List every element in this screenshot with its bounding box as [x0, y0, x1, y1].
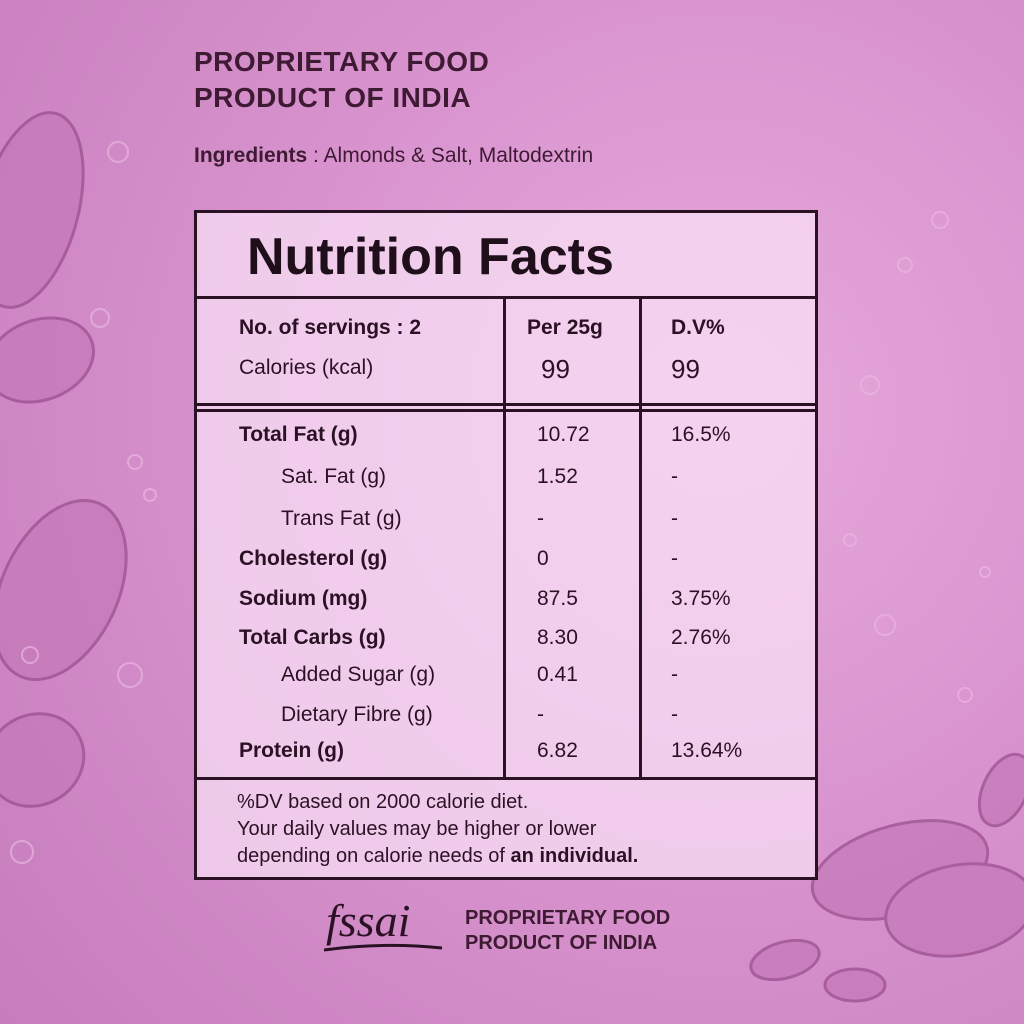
header-line-1: PROPRIETARY FOOD: [194, 46, 490, 77]
nutrient-dv-value: -: [671, 465, 678, 488]
section-divider-top: [197, 403, 815, 406]
section-divider-mid: [197, 409, 815, 412]
footnote-line-3: depending on calorie needs of an individ…: [237, 843, 638, 870]
nutrient-dv-value: 16.5%: [671, 423, 731, 446]
nutrient-per-value: -: [537, 703, 544, 726]
footnote-line-2: Your daily values may be higher or lower: [237, 818, 597, 840]
ingredients-value: Almonds & Salt, Maltodextrin: [323, 144, 594, 167]
footer-text: PROPRIETARY FOOD PRODUCT OF INDIA: [465, 906, 670, 956]
header: PROPRIETARY FOOD PRODUCT OF INDIA: [194, 44, 489, 116]
dv-footnote: %DV based on 2000 calorie diet. Your dai…: [237, 789, 638, 870]
calories-per-value: 99: [541, 354, 570, 384]
nutrient-label: Protein (g): [239, 739, 344, 762]
nutrient-dv-value: -: [671, 547, 678, 570]
column-divider-2: [639, 299, 642, 777]
servings-label: No. of servings : 2: [239, 316, 422, 339]
nutrient-dv-value: 13.64%: [671, 739, 743, 762]
column-header-dv: D.V%: [671, 316, 725, 339]
svg-text:fssai: fssai: [326, 895, 410, 946]
nutrient-label: Total Carbs (g): [239, 626, 386, 649]
nutrient-per-value: 10.72: [537, 423, 590, 446]
footnote-line-3-text: depending on calorie needs of: [237, 845, 511, 867]
nutrient-label: Sodium (mg): [239, 587, 368, 610]
ingredients-label: Ingredients: [194, 144, 308, 167]
nutrient-dv-value: -: [671, 507, 678, 530]
nutrient-per-value: 6.82: [537, 739, 578, 762]
nutrition-title-bar: Nutrition Facts: [197, 213, 815, 299]
nutrient-per-value: 8.30: [537, 626, 578, 649]
fssai-logo: fssai: [323, 895, 443, 952]
nutrient-per-value: -: [537, 507, 544, 530]
ingredients-separator: :: [307, 144, 324, 167]
footnote-line-3-emphasis: an individual.: [510, 845, 639, 867]
nutrient-per-value: 1.52: [537, 465, 578, 488]
nutrient-label: Dietary Fibre (g): [281, 703, 433, 726]
nutrient-per-value: 0.41: [537, 663, 578, 686]
nutrient-per-value: 0: [537, 547, 549, 570]
column-header-per: Per 25g: [527, 316, 603, 339]
footer-line-1: PROPRIETARY FOOD: [465, 907, 671, 929]
nutrient-label: Added Sugar (g): [281, 663, 436, 686]
nutrient-label: Cholesterol (g): [239, 547, 388, 570]
nutrient-label: Total Fat (g): [239, 423, 358, 446]
nutrition-title: Nutrition Facts: [247, 228, 614, 286]
nutrition-facts-panel: Nutrition Facts No. of servings : 2 Calo…: [194, 210, 818, 880]
column-divider-1: [503, 299, 506, 777]
nutrient-dv-value: -: [671, 703, 678, 726]
nutrient-label: Sat. Fat (g): [281, 465, 387, 488]
section-divider-bottom: [197, 777, 815, 780]
calories-dv-value: 99: [671, 354, 700, 384]
nutrient-dv-value: 3.75%: [671, 587, 731, 610]
footnote-line-1: %DV based on 2000 calorie diet.: [237, 791, 529, 813]
nutrient-label: Trans Fat (g): [281, 507, 402, 530]
ingredients: Ingredients : Almonds & Salt, Maltodextr…: [194, 144, 593, 168]
footer-line-2: PRODUCT OF INDIA: [465, 932, 658, 954]
nutrient-dv-value: -: [671, 663, 678, 686]
nutrient-dv-value: 2.76%: [671, 626, 731, 649]
calories-label: Calories (kcal): [239, 356, 374, 379]
header-line-2: PRODUCT OF INDIA: [194, 82, 472, 113]
nutrient-per-value: 87.5: [537, 587, 578, 610]
